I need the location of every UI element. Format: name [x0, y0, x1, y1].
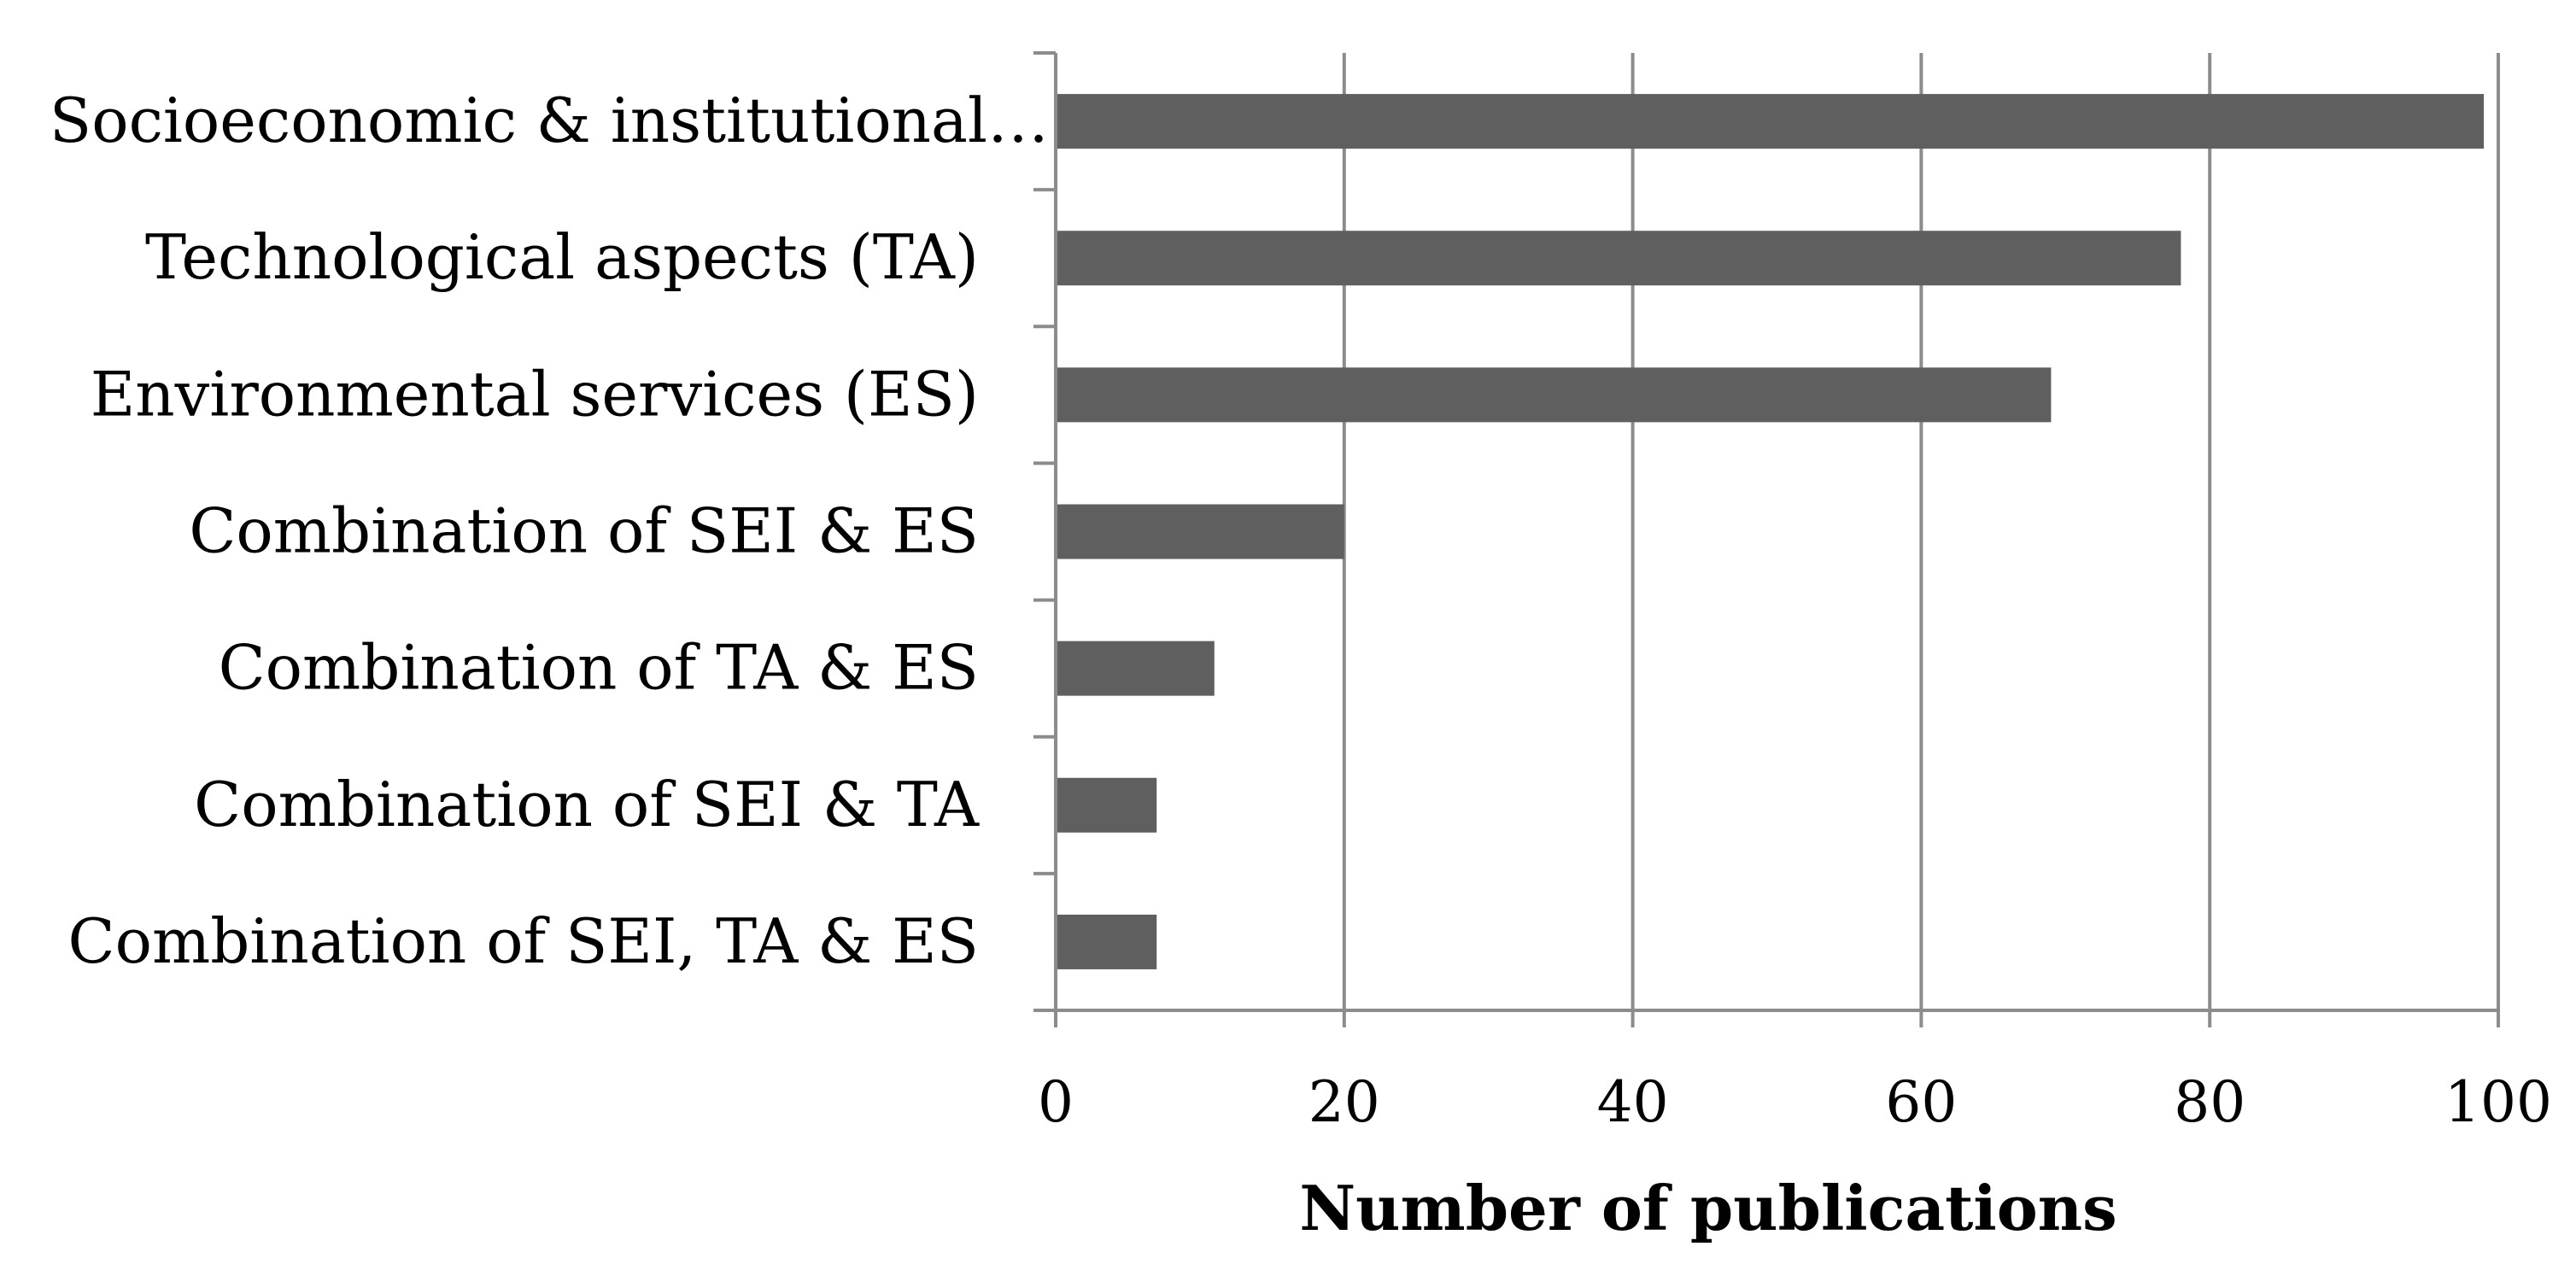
- category-label-5: Combination of TA & ES: [219, 632, 979, 704]
- x-tick-labels: 0 20 40 60 80 100: [1038, 1069, 2552, 1135]
- bar-7: [1056, 914, 1157, 969]
- x-tick-label-20: 20: [1308, 1069, 1380, 1135]
- bar-1: [1056, 94, 2485, 149]
- bar-6: [1056, 777, 1157, 833]
- category-label-6: Combination of SEI & TA: [194, 769, 980, 840]
- category-labels: Socioeconomic & institutional… Technologi…: [50, 85, 1049, 977]
- bar-2: [1056, 231, 2181, 286]
- bar-5: [1056, 641, 1215, 696]
- x-tick-label-60: 60: [1885, 1069, 1957, 1135]
- bar-4: [1056, 504, 1344, 559]
- gridlines: [1342, 53, 2500, 1010]
- bar-3: [1056, 367, 2052, 423]
- category-label-4: Combination of SEI & ES: [189, 495, 979, 567]
- x-tick-label-100: 100: [2444, 1069, 2552, 1135]
- x-tick-label-40: 40: [1597, 1069, 1669, 1135]
- category-label-3: Environmental services (ES): [91, 358, 979, 430]
- x-tick-label-0: 0: [1038, 1069, 1074, 1135]
- category-label-7: Combination of SEI, TA & ES: [68, 905, 980, 977]
- bars: [1056, 94, 2485, 969]
- x-axis-title: Number of publications: [1299, 1172, 2116, 1244]
- axes: [1033, 51, 2500, 1027]
- x-tick-label-80: 80: [2174, 1069, 2245, 1135]
- category-label-1: Socioeconomic & institutional…: [50, 85, 1049, 156]
- category-label-2: Technological aspects (TA): [145, 221, 979, 293]
